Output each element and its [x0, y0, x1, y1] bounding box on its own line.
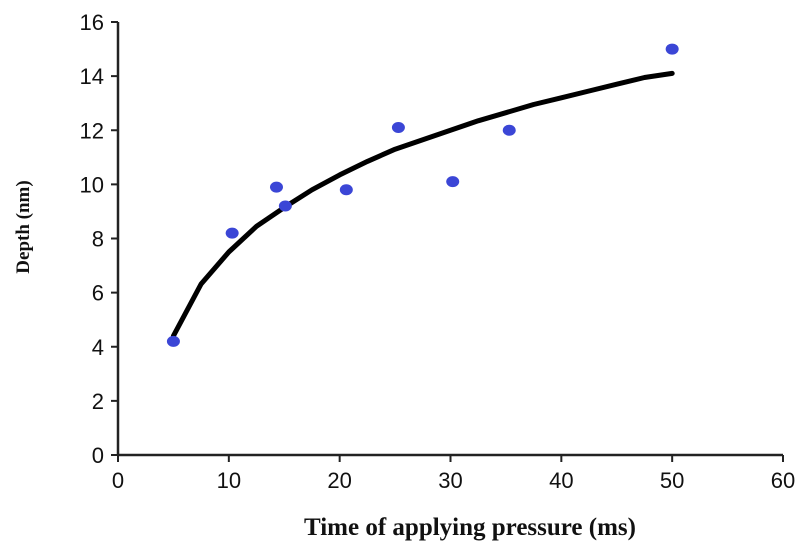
- x-tick-label: 50: [660, 468, 684, 493]
- x-tick-label: 0: [112, 468, 124, 493]
- data-point: [225, 227, 239, 239]
- y-tick-label: 16: [80, 10, 104, 35]
- fit-curve: [170, 70, 675, 339]
- data-point: [665, 43, 679, 55]
- data-point: [502, 124, 516, 136]
- y-tick-label: 14: [80, 64, 104, 89]
- x-tick-label: 60: [771, 468, 795, 493]
- y-tick-label: 12: [80, 118, 104, 143]
- x-tick-label: 30: [438, 468, 462, 493]
- data-point: [269, 181, 283, 193]
- y-axis-ticks: 0 2 4 6 8 10 12 14 16: [80, 10, 118, 468]
- y-tick-label: 0: [92, 443, 104, 468]
- x-tick-label: 40: [549, 468, 573, 493]
- data-point: [339, 184, 353, 196]
- data-point: [166, 335, 180, 347]
- x-axis-ticks: 0 10 20 30 40 50 60: [112, 455, 795, 493]
- data-point: [446, 176, 460, 188]
- x-axis-title: Time of applying pressure (ms): [304, 514, 636, 541]
- y-tick-label: 2: [92, 389, 104, 414]
- data-point: [391, 122, 405, 134]
- y-axis-title: Depth (nm): [13, 180, 34, 273]
- y-tick-label: 8: [92, 227, 104, 252]
- y-tick-label: 6: [92, 281, 104, 306]
- data-point: [278, 200, 292, 212]
- y-tick-label: 10: [80, 172, 104, 197]
- x-tick-label: 10: [217, 468, 241, 493]
- x-tick-label: 20: [327, 468, 351, 493]
- data-points: [166, 43, 679, 347]
- y-tick-label: 4: [92, 335, 104, 360]
